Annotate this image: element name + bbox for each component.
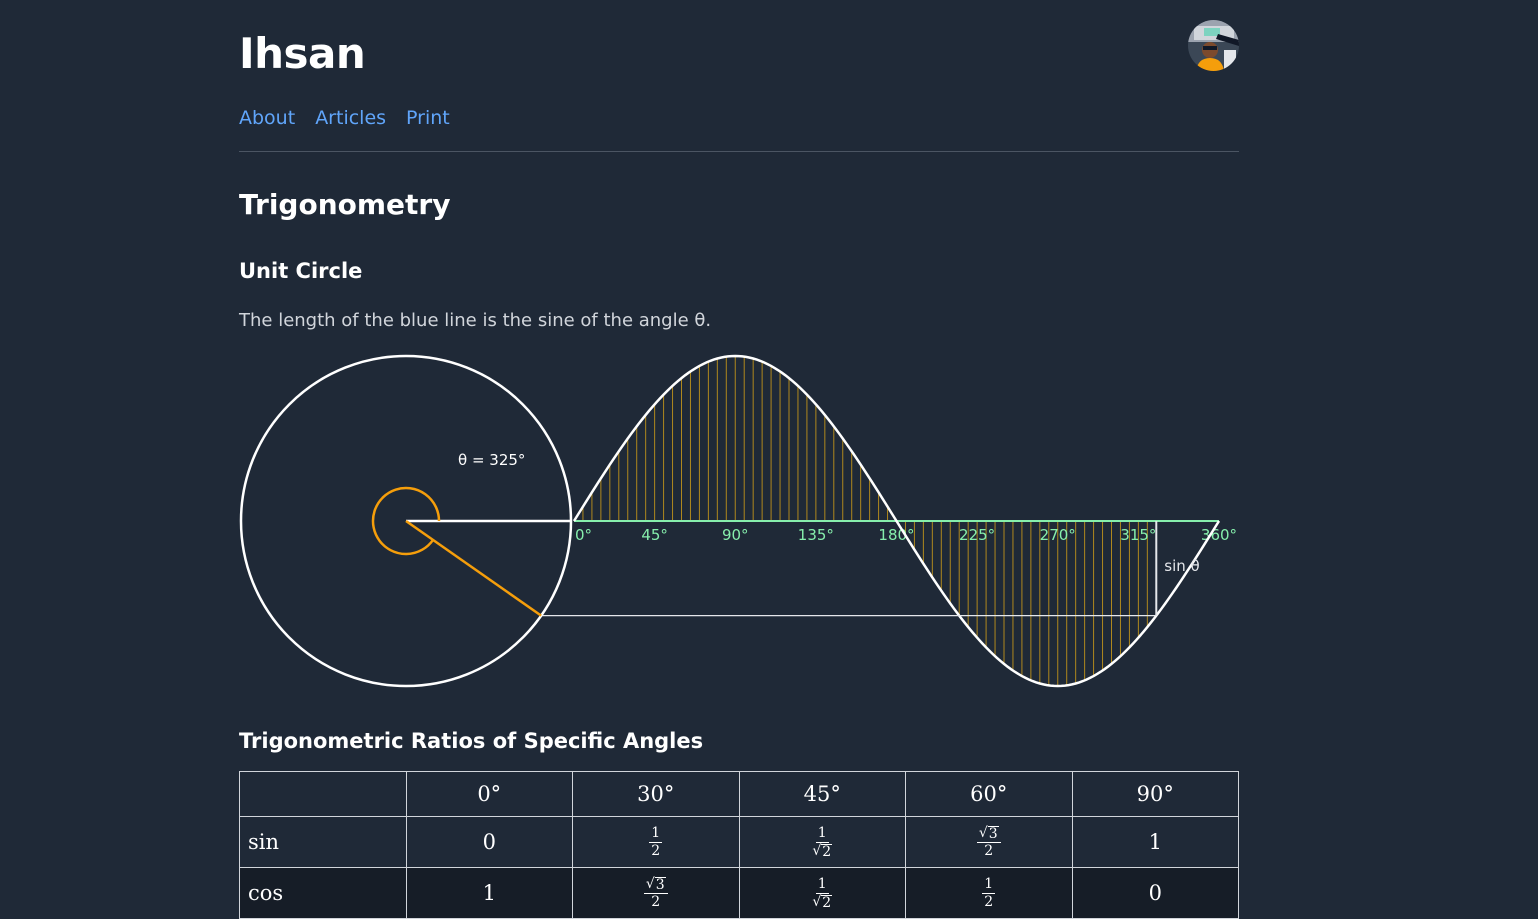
fraction-numerator: 1 <box>982 875 996 894</box>
x-tick-label: 270° <box>1040 526 1076 544</box>
table-cell: 0 <box>405 816 573 868</box>
x-tick-label: 0° <box>575 526 592 544</box>
table-cell: 1 √ 2 <box>738 867 906 919</box>
table-row: cos 1 √ 3 2 1 √ 2 1 2 0 <box>239 867 1239 919</box>
x-tick-label: 315° <box>1120 526 1156 544</box>
table-cell: 0 <box>1071 867 1239 919</box>
sqrt-symbol: √ <box>645 875 655 892</box>
sqrt: √ 3 <box>978 824 999 842</box>
table-row: sin 0 1 2 1 √ 2 √ 3 2 1 <box>239 816 1239 868</box>
header-divider <box>239 151 1239 152</box>
x-tick-label: 45° <box>641 526 668 544</box>
radicand: 3 <box>987 825 999 842</box>
x-tick-label: 90° <box>722 526 749 544</box>
radicand: 2 <box>821 894 833 911</box>
avatar[interactable] <box>1188 20 1239 71</box>
table-header-cell: 60° <box>905 771 1073 817</box>
sqrt: √ 3 <box>645 875 666 893</box>
angle-arc <box>371 486 441 556</box>
fraction-denominator: 2 <box>984 842 994 859</box>
fraction: 1 √ 2 <box>810 875 834 910</box>
x-tick-label: 135° <box>798 526 834 544</box>
x-tick-label: 225° <box>959 526 995 544</box>
row-label: cos <box>239 867 407 919</box>
fraction-numerator: 1 <box>815 824 829 843</box>
fraction-numerator: √ 3 <box>643 875 668 894</box>
angle-label: θ = 325° <box>458 451 525 469</box>
table-cell: √ 3 2 <box>572 867 740 919</box>
cell-value: 1 <box>1148 830 1162 854</box>
fraction-numerator: 1 <box>649 824 663 843</box>
nav-print[interactable]: Print <box>406 107 450 129</box>
radicand: 2 <box>821 843 833 860</box>
page-title: Trigonometry <box>239 188 451 221</box>
table-cell: 1 <box>1071 816 1239 868</box>
fraction: √ 3 2 <box>643 875 668 910</box>
row-label: sin <box>239 816 407 868</box>
table-cell: 1 <box>405 867 573 919</box>
table-header-row: 0° 30° 45° 60° 90° <box>239 771 1239 817</box>
ratios-heading: Trigonometric Ratios of Specific Angles <box>239 729 704 753</box>
unit-circle-description: The length of the blue line is the sine … <box>239 310 712 331</box>
angle-radius <box>405 519 542 617</box>
sine-label: sin θ <box>1164 557 1199 575</box>
sqrt-symbol: √ <box>812 893 822 910</box>
fraction-numerator: √ 3 <box>976 824 1001 843</box>
fraction-numerator: 1 <box>815 875 829 894</box>
x-tick-label: 360° <box>1201 526 1237 544</box>
site-title[interactable]: Ihsan <box>239 29 366 78</box>
sine-fill-hatch <box>582 356 1148 686</box>
fraction-denominator: 2 <box>651 842 661 859</box>
fraction-denominator: √ 2 <box>810 894 834 910</box>
sqrt-symbol: √ <box>978 824 988 841</box>
avatar-image <box>1188 20 1239 71</box>
fraction-denominator: √ 2 <box>810 843 834 859</box>
table-cell: 1 √ 2 <box>738 816 906 868</box>
cell-value: 1 <box>482 881 496 905</box>
sqrt-symbol: √ <box>812 842 822 859</box>
sine-curve <box>572 354 1221 688</box>
table-header-cell: 90° <box>1071 771 1239 817</box>
table-header-cell: 45° <box>738 771 906 817</box>
unit-circle-heading: Unit Circle <box>239 259 363 283</box>
table-header-cell <box>239 771 407 817</box>
nav-articles[interactable]: Articles <box>315 107 387 129</box>
main-nav: About Articles Print <box>239 104 450 132</box>
sqrt: √ 2 <box>812 893 833 911</box>
fraction-denominator: 2 <box>984 893 994 910</box>
radicand: 3 <box>654 876 666 893</box>
table-cell: √ 3 2 <box>905 816 1073 868</box>
cell-value: 0 <box>1148 881 1162 905</box>
cell-value: 0 <box>482 830 496 854</box>
unit-circle-figure: 0° 45° 90° 135° 180° 225° 270° 315° 360°sin θ θ =… <box>239 354 1237 688</box>
sqrt: √ 2 <box>812 842 833 860</box>
fraction: 1 √ 2 <box>810 824 834 859</box>
x-tick-label: 180° <box>878 526 914 544</box>
fraction-denominator: 2 <box>651 893 661 910</box>
fraction: √ 3 2 <box>976 824 1001 859</box>
table-header-cell: 0° <box>405 771 573 817</box>
nav-about[interactable]: About <box>239 107 296 129</box>
ratio-table: 0° 30° 45° 60° 90° sin 0 1 2 1 √ 2 √ 3 2 1 cos 1 √ 3 2 1… <box>239 771 1239 919</box>
table-header-cell: 30° <box>572 771 740 817</box>
